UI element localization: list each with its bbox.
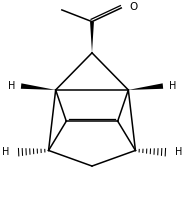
Text: H: H [175,147,182,157]
Polygon shape [21,83,56,90]
Text: H: H [2,147,9,157]
Text: O: O [129,2,137,12]
Text: H: H [8,81,15,91]
Polygon shape [128,83,163,90]
Text: H: H [169,81,176,91]
Polygon shape [90,22,94,53]
